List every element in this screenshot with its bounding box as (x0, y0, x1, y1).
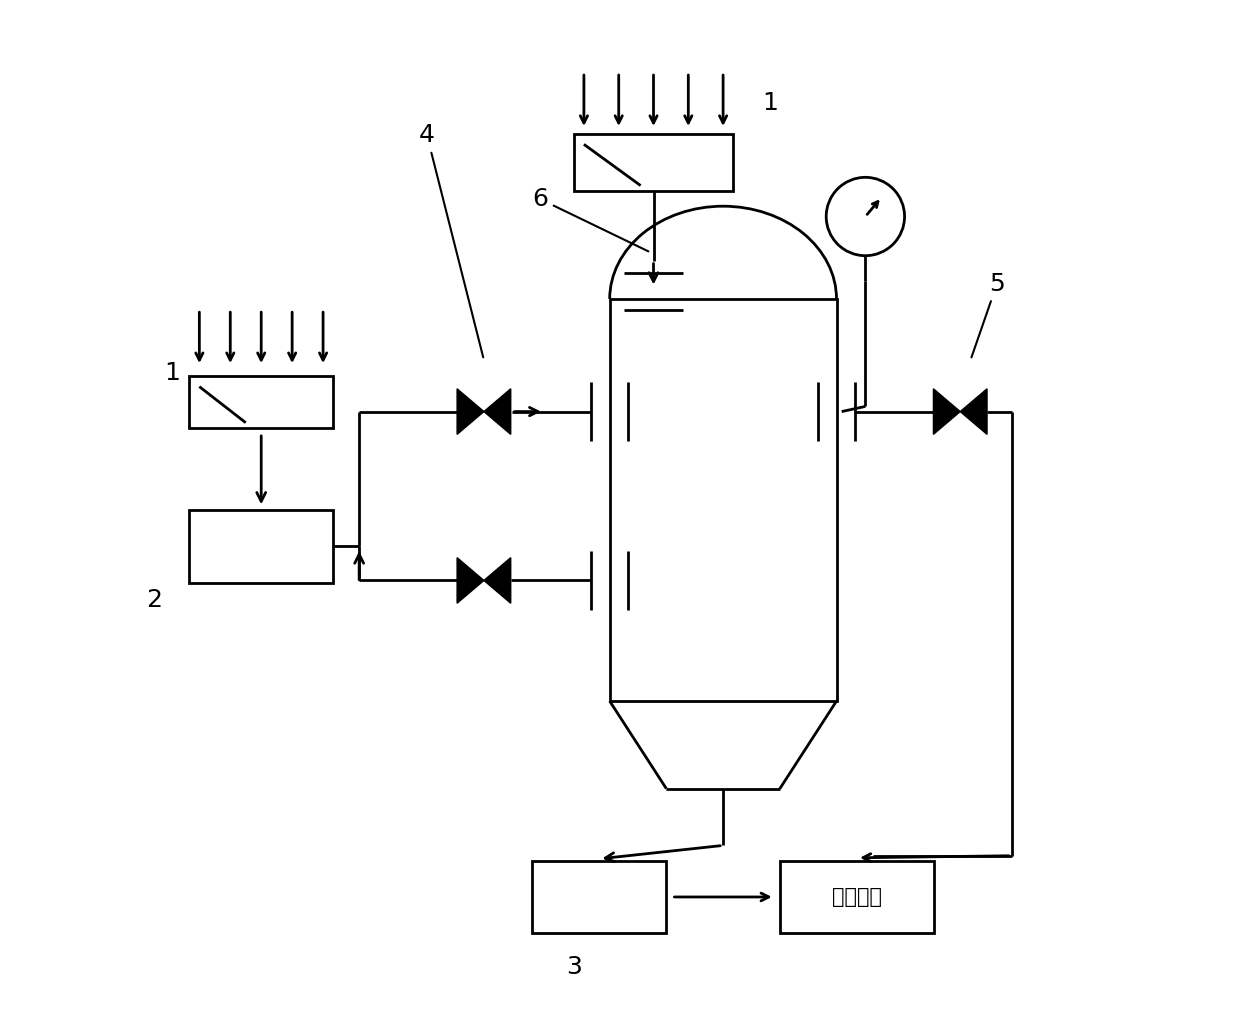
Polygon shape (960, 389, 987, 434)
Bar (574, 134, 733, 191)
Polygon shape (484, 389, 511, 434)
Polygon shape (458, 558, 484, 603)
Text: 1: 1 (164, 361, 180, 386)
Polygon shape (934, 389, 960, 434)
Bar (532, 861, 666, 933)
Text: 发电设备: 发电设备 (832, 887, 882, 907)
Bar (188, 510, 334, 583)
Polygon shape (484, 558, 511, 603)
Bar (780, 861, 935, 933)
Text: 3: 3 (567, 955, 583, 979)
Bar (188, 376, 334, 428)
Bar (610, 299, 837, 701)
Text: 6: 6 (532, 188, 649, 252)
Text: 1: 1 (763, 91, 779, 115)
Text: 2: 2 (146, 588, 161, 612)
Polygon shape (458, 389, 484, 434)
Text: 4: 4 (419, 124, 484, 358)
Text: 5: 5 (971, 272, 1004, 358)
